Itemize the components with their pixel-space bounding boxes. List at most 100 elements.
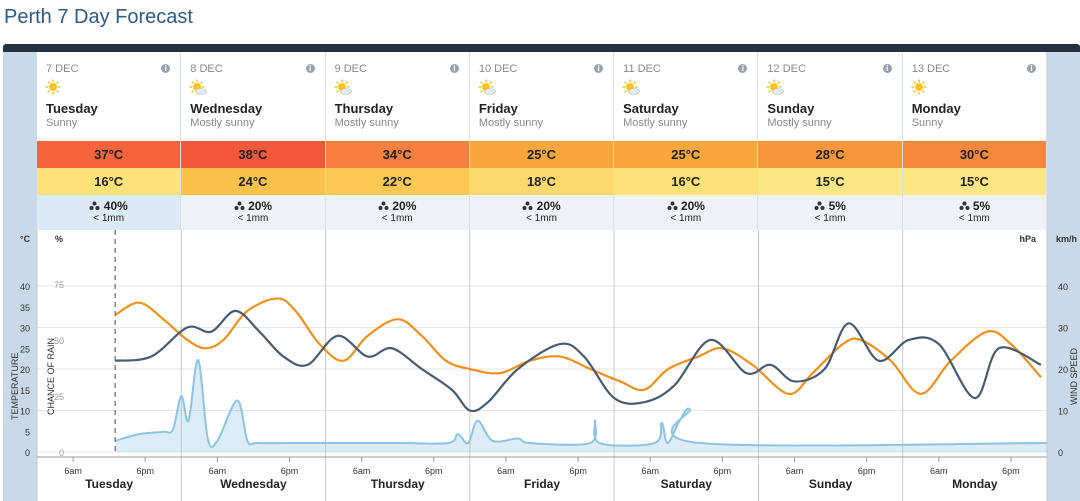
left-gutter: [3, 52, 37, 501]
day-name: Saturday: [623, 101, 679, 116]
rain-chance: 20%: [248, 199, 273, 213]
day-summary: Sunny: [46, 117, 78, 129]
rain-icon: [378, 201, 389, 210]
weather-icon: [766, 79, 785, 95]
day-summary: Mostly sunny: [623, 117, 688, 129]
x-tick-label: 6am: [930, 466, 948, 476]
rain-amount: < 1mm: [381, 213, 413, 224]
icon-wrap: [911, 79, 929, 100]
wind-tick-label: 40: [1058, 282, 1068, 292]
temp-tick-label: 25: [20, 344, 30, 354]
rain-amount: < 1mm: [237, 213, 269, 224]
day-card: 9 DEC i Thursday Mostly sunny 34°C 22°C 20% < …: [325, 52, 470, 230]
max-temp: 25°C: [614, 141, 758, 168]
info-icon: i: [594, 64, 604, 73]
min-temp: 18°C: [469, 168, 614, 195]
rain-icon: [667, 201, 678, 210]
rain-axis-label: CHANCE OF RAIN: [46, 338, 56, 415]
rain-chance: 20%: [680, 199, 705, 213]
day-card: 7 DEC i Tuesday Sunny 37°C 16°C 40% < 1mm: [37, 52, 182, 230]
day-summary: Mostly sunny: [478, 117, 544, 129]
weather-icon: [189, 79, 208, 95]
rain-chance-row: 5%: [758, 199, 901, 213]
x-tick-label: 6am: [64, 466, 82, 476]
rain-amount: < 1mm: [670, 213, 702, 224]
x-tick-label: 6pm: [281, 466, 299, 476]
page-title: Perth 7 Day Forecast: [4, 6, 193, 28]
wind-tick-label: 0: [1058, 448, 1063, 458]
day-date: 8 DEC: [190, 63, 223, 75]
day-date: 9 DEC: [334, 63, 367, 75]
rain-cell: 5% < 1mm: [758, 195, 902, 230]
rain-cell: 40% < 1mm: [37, 195, 181, 230]
min-temp: 15°C: [902, 168, 1046, 195]
rain-chance: 20%: [536, 199, 561, 213]
temp-tick-label: 5: [25, 427, 30, 437]
weather-icon: [911, 79, 927, 95]
rain-chance-row: 20%: [614, 199, 757, 213]
rain-chance-row: 5%: [903, 199, 1046, 213]
day-summary: Mostly sunny: [190, 117, 255, 129]
day-date: 12 DEC: [767, 63, 806, 75]
info-icon: i: [449, 64, 459, 73]
right-gutter: [1047, 52, 1080, 501]
wind-axis-label: WIND SPEED: [1069, 347, 1079, 405]
rain-chance: 5%: [972, 199, 991, 213]
icon-wrap: [622, 79, 640, 100]
max-temp: 25°C: [469, 141, 614, 168]
info-icon: i: [738, 64, 748, 73]
rain-cell: 20% < 1mm: [181, 195, 325, 230]
weather-icon: [334, 79, 352, 95]
rain-icon: [814, 201, 825, 210]
x-tick-label: 6pm: [425, 466, 443, 476]
day-summary: Sunny: [911, 117, 943, 129]
max-temp: 38°C: [181, 141, 325, 168]
rain-icon: [89, 201, 100, 210]
x-tick-label: 6pm: [858, 466, 876, 476]
max-temp: 37°C: [37, 141, 181, 168]
rain-chance: 20%: [392, 199, 417, 213]
weather-icon: [478, 79, 496, 95]
rain-tick-label: 25: [54, 392, 64, 402]
day-card: 10 DEC i Friday Mostly sunny 25°C 18°C 20% < 1…: [469, 52, 615, 230]
day-name: Monday: [911, 101, 961, 116]
rain-chance-row: 20%: [181, 199, 324, 213]
x-day-label: Friday: [524, 477, 560, 491]
rain-cell: 20% < 1mm: [614, 195, 758, 230]
day-card: 13 DEC i Monday Sunny 30°C 15°C 5% < 1mm: [902, 52, 1047, 230]
rain-icon: [234, 201, 245, 210]
temp-tick-label: 10: [20, 407, 30, 417]
rain-cell: 20% < 1mm: [325, 195, 469, 230]
x-day-label: Wednesday: [220, 477, 287, 491]
temp-tick-label: 40: [20, 282, 30, 292]
icon-wrap: [189, 79, 208, 100]
icon-wrap: [478, 79, 496, 100]
rain-amount: < 1mm: [814, 213, 846, 224]
temp-tick-label: 35: [20, 303, 30, 313]
wind-tick-label: 30: [1058, 324, 1068, 334]
x-tick-label: 6am: [786, 466, 804, 476]
temp-axis-label: TEMPERATURE: [10, 353, 20, 420]
temp-tick-label: 0: [25, 448, 30, 458]
rain-unit: %: [55, 234, 63, 244]
day-summary: Mostly sunny: [334, 117, 399, 129]
x-tick-label: 6am: [353, 466, 371, 476]
min-temp: 16°C: [37, 168, 181, 195]
top-bar: [3, 44, 1080, 52]
rain-area: [115, 360, 1047, 452]
rain-amount: < 1mm: [526, 213, 557, 224]
rain-chance: 40%: [103, 199, 128, 213]
x-tick-label: 6am: [641, 466, 659, 476]
x-tick-label: 6pm: [136, 466, 154, 476]
temp-tick-label: 30: [20, 324, 30, 334]
temp-tick-label: 20: [20, 365, 30, 375]
wind-line: [115, 309, 1042, 413]
x-tick-label: 6pm: [1002, 466, 1020, 476]
x-tick-label: 6am: [209, 466, 227, 476]
wind-unit: km/h: [1056, 234, 1077, 244]
x-tick-label: 6pm: [714, 466, 732, 476]
rain-cell: 20% < 1mm: [469, 195, 614, 230]
icon-wrap: [766, 79, 785, 100]
